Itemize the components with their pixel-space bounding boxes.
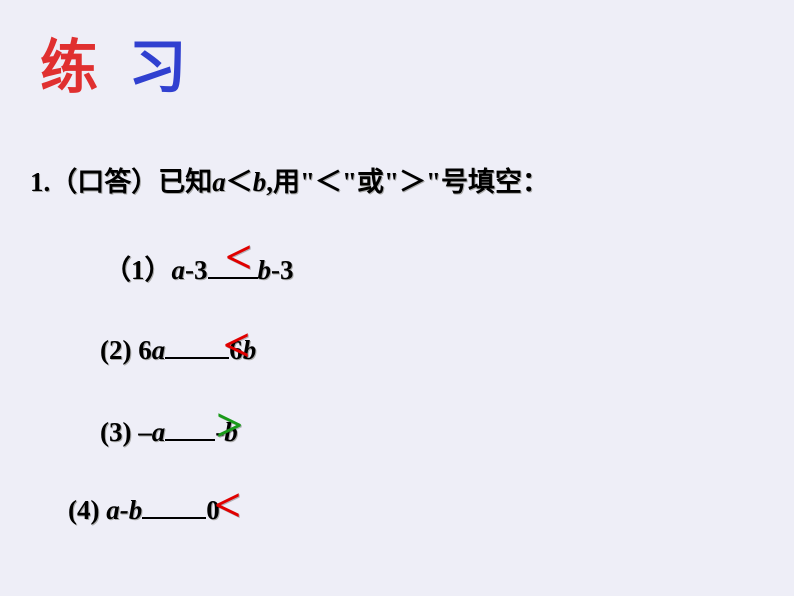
sq1-label: （1） — [104, 255, 172, 285]
q-prefix: （口答）已知 — [50, 167, 212, 197]
sq3-lvar: a — [152, 417, 166, 447]
sq2-lvar: a — [152, 335, 166, 365]
sq1-rnum: -3 — [271, 255, 294, 285]
answer-2: < — [223, 318, 250, 373]
sq1-rvar: b — [258, 255, 272, 285]
title-char-1: 练 — [40, 35, 106, 100]
question-prompt: 1.（口答）已知a＜b,用"＜"或"＞"号填空： — [30, 160, 549, 199]
sq3-blank — [165, 438, 215, 441]
sub-question-1: （1）a-3b-3 — [104, 248, 294, 287]
q-lt: ＜ — [226, 167, 253, 197]
title-char-2: 习 — [129, 35, 195, 100]
q-s2: "或" — [342, 167, 399, 197]
q-var-b: b — [253, 167, 267, 197]
title-space — [106, 35, 129, 100]
answer-1: < — [225, 230, 252, 285]
sq4-label: (4) — [68, 495, 106, 525]
sq3-label: (3) – — [100, 417, 152, 447]
answer-3: > — [216, 398, 243, 453]
sq1-lnum: -3 — [185, 255, 208, 285]
sub-question-4: (4) a-b0 — [68, 495, 220, 526]
sq4-blank — [142, 516, 206, 519]
q-var-a: a — [212, 167, 226, 197]
sq4-lvar: a-b — [106, 495, 142, 525]
q-num: 1. — [30, 167, 50, 197]
sq1-lvar: a — [172, 255, 186, 285]
answer-4: < — [214, 478, 241, 533]
q-s3: "号填空： — [426, 167, 549, 197]
sq2-label: (2) 6 — [100, 335, 152, 365]
q-gt: ＞ — [399, 167, 426, 197]
sq2-blank — [165, 356, 229, 359]
page-title: 练 习 — [40, 20, 195, 104]
q-lt2: ＜ — [315, 167, 342, 197]
q-s1: ,用" — [266, 167, 315, 197]
